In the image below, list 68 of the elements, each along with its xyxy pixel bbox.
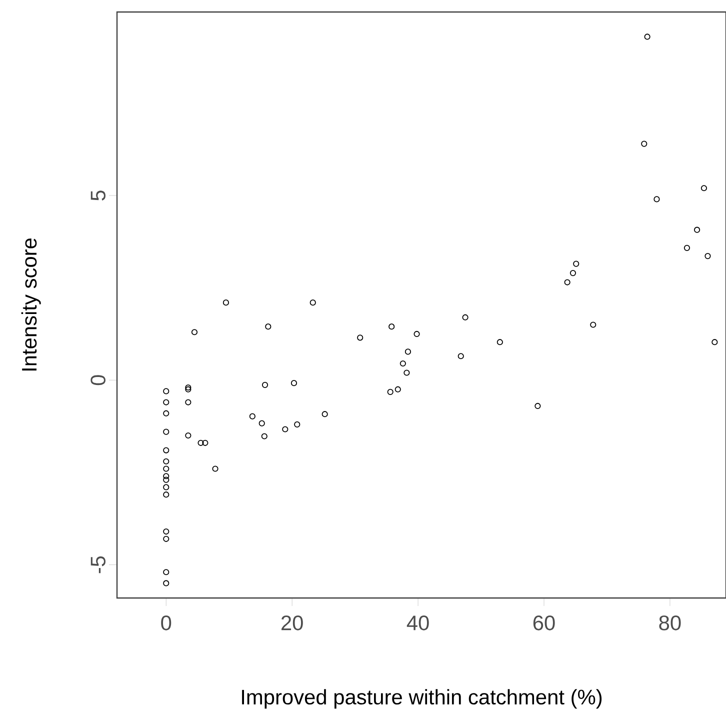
point [198, 440, 204, 446]
point [163, 580, 170, 586]
point [185, 432, 192, 439]
point [262, 382, 268, 388]
point [163, 447, 170, 454]
point [394, 386, 401, 392]
point [202, 440, 208, 446]
y-tick-label: 5 [90, 190, 106, 200]
point [163, 458, 170, 464]
point [641, 140, 648, 147]
point [654, 196, 660, 202]
point [163, 528, 170, 535]
point [400, 360, 406, 367]
point [185, 386, 192, 392]
point [590, 322, 596, 328]
point [294, 421, 300, 428]
point [573, 260, 580, 267]
point [163, 428, 170, 435]
point [265, 324, 272, 330]
point [387, 388, 394, 395]
y-tick-label: -5 [90, 556, 106, 574]
point [185, 399, 192, 406]
x-tick-label: 80 [659, 616, 681, 630]
point [212, 466, 218, 472]
point [163, 484, 170, 490]
point [388, 324, 395, 330]
x-tick-label: 0 [161, 616, 172, 630]
point [414, 330, 420, 338]
point [700, 185, 708, 192]
point [290, 380, 298, 386]
x-tick-label: 20 [282, 616, 303, 630]
point [185, 384, 192, 391]
point [163, 476, 170, 483]
point [163, 492, 170, 498]
point [163, 569, 170, 576]
point [712, 339, 718, 346]
x-axis-title: Improved pasture within catchment (%) [242, 689, 602, 709]
y-tick-label: 0 [90, 375, 106, 386]
point [191, 329, 198, 336]
point [357, 334, 364, 341]
point [310, 300, 316, 306]
point [163, 466, 170, 472]
y-axis-title: Intensity score [21, 238, 41, 370]
point [261, 433, 268, 440]
point [163, 388, 170, 394]
point [704, 253, 711, 260]
point [404, 348, 412, 355]
point [163, 536, 170, 542]
point [684, 244, 690, 251]
point [282, 426, 288, 432]
point [458, 353, 464, 360]
point [404, 370, 410, 376]
point [163, 410, 170, 416]
point [163, 473, 170, 480]
point [322, 411, 328, 418]
point [496, 339, 503, 346]
point [534, 402, 541, 410]
point [644, 34, 650, 40]
point [462, 314, 468, 320]
point [258, 420, 265, 426]
point [694, 226, 700, 233]
point [163, 399, 170, 406]
point [564, 279, 570, 286]
x-tick-label: 60 [533, 616, 555, 630]
point [249, 413, 256, 420]
x-tick-label: 40 [406, 616, 429, 630]
point [222, 300, 230, 306]
point [570, 270, 576, 276]
